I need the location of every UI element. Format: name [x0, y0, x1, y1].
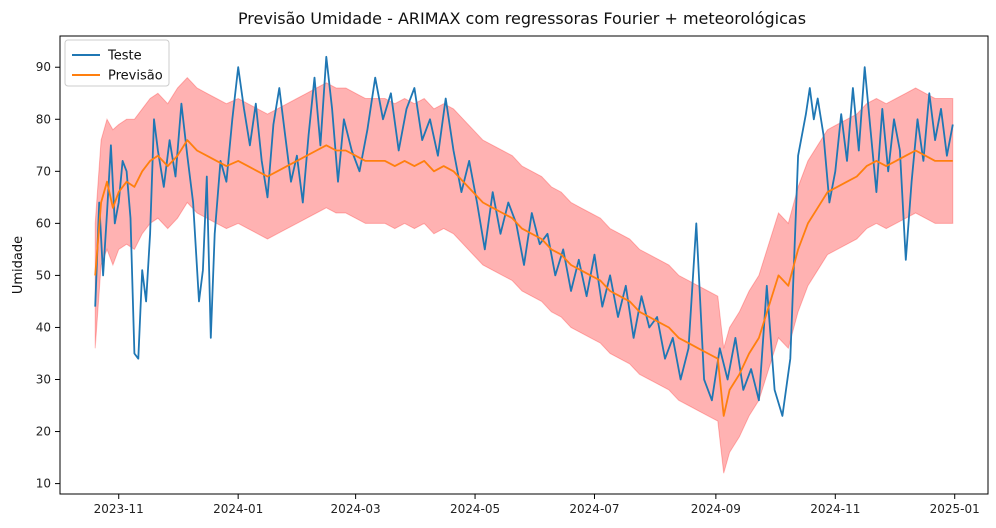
series-line-previsao [94, 139, 953, 417]
series-layer [94, 55, 954, 417]
legend-entry-label: Teste [107, 49, 142, 64]
x-tick-label: 2023-11 [94, 502, 144, 516]
x-tick-label: 2024-11 [810, 502, 860, 516]
x-axis: 2023-11 2024-01 2024-03 2024-05 2024-07 2024-… [94, 494, 980, 516]
y-axis: 10 20 30 40 50 60 70 80 90 [36, 60, 60, 491]
x-tick-label: 2025-01 [930, 502, 980, 516]
y-tick-label: 20 [36, 425, 51, 439]
x-tick-label: 2024-03 [331, 502, 381, 516]
x-tick-label: 2024-01 [213, 502, 263, 516]
x-tick-label: 2024-09 [691, 502, 741, 516]
plot-frame [59, 35, 989, 495]
y-tick-label: 60 [36, 216, 51, 230]
series-line-teste [94, 55, 954, 417]
x-tick-label: 2024-05 [450, 502, 500, 516]
y-tick-label: 10 [36, 477, 51, 491]
y-tick-label: 80 [36, 112, 51, 126]
x-tick-label: 2024-07 [569, 502, 619, 516]
y-tick-label: 90 [36, 60, 51, 74]
y-tick-label: 50 [36, 268, 51, 282]
y-tick-label: 30 [36, 373, 51, 387]
y-axis-title: Umidade [11, 236, 26, 294]
legend-entry-label: Previsão [108, 69, 163, 84]
y-tick-label: 70 [36, 164, 51, 178]
chart-title: Previsão Umidade - ARIMAX com regressora… [238, 9, 806, 28]
legend: Teste Previsão [64, 39, 170, 87]
y-tick-label: 40 [36, 320, 51, 334]
